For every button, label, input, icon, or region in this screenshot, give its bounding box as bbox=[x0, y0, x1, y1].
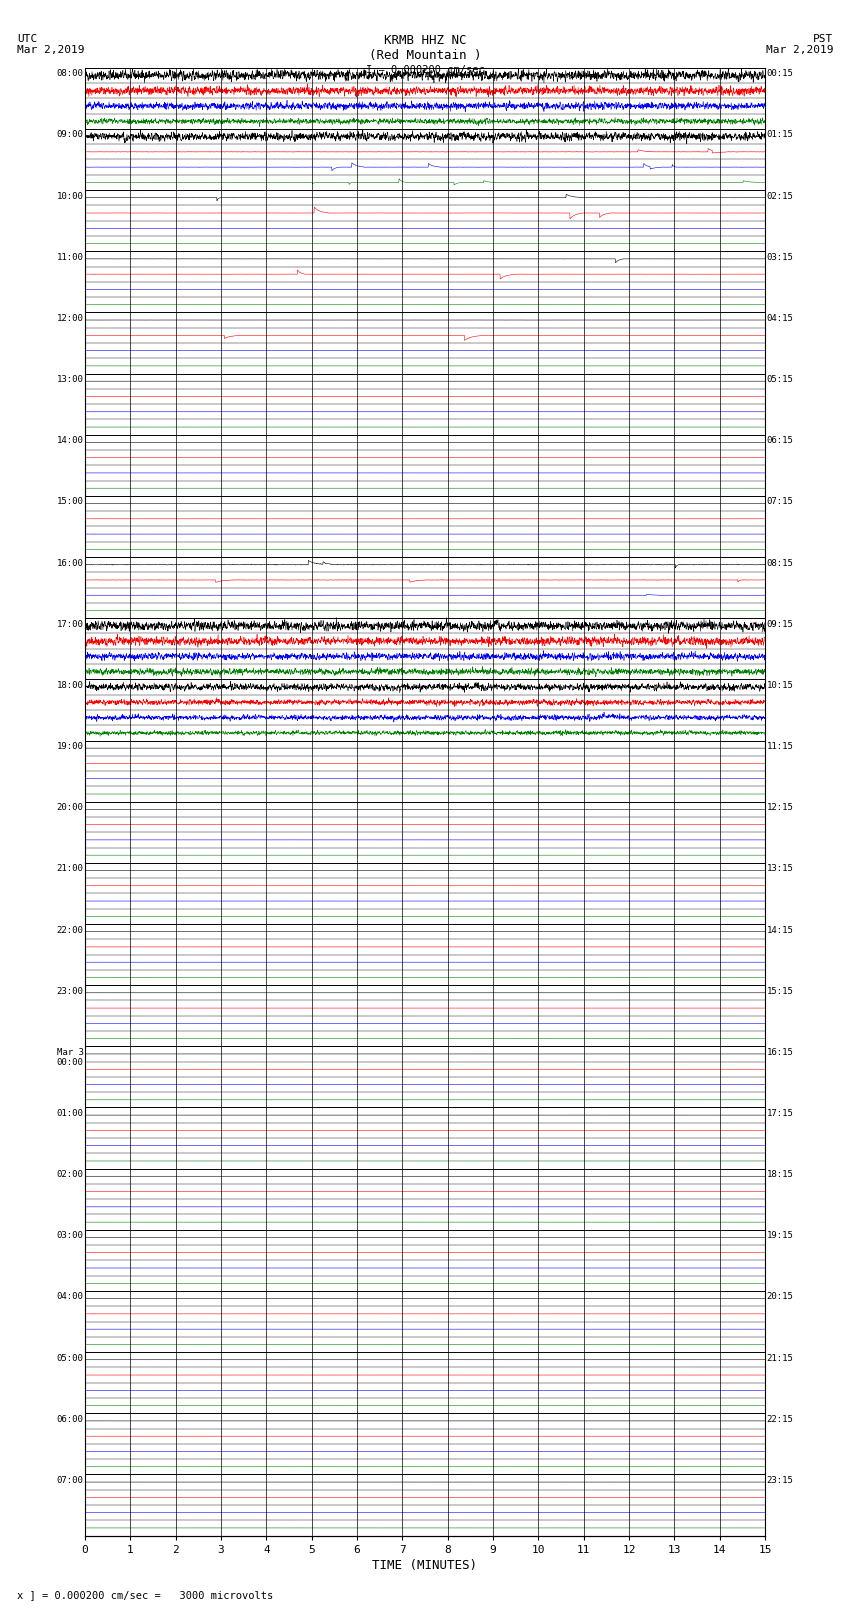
Text: x ] = 0.000200 cm/sec =   3000 microvolts: x ] = 0.000200 cm/sec = 3000 microvolts bbox=[17, 1590, 273, 1600]
Text: I = 0.000200 cm/sec: I = 0.000200 cm/sec bbox=[366, 65, 484, 74]
Text: PST
Mar 2,2019: PST Mar 2,2019 bbox=[766, 34, 833, 55]
X-axis label: TIME (MINUTES): TIME (MINUTES) bbox=[372, 1558, 478, 1571]
Text: UTC
Mar 2,2019: UTC Mar 2,2019 bbox=[17, 34, 84, 55]
Text: KRMB HHZ NC
(Red Mountain ): KRMB HHZ NC (Red Mountain ) bbox=[369, 34, 481, 61]
